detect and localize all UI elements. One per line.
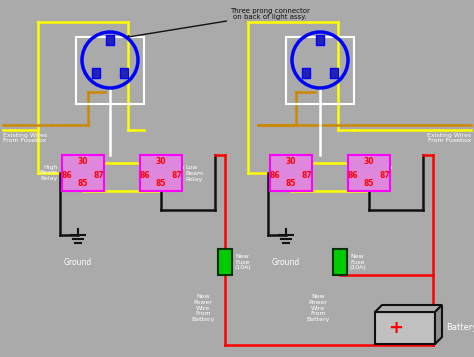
Text: Existing Wires
From Fusebox: Existing Wires From Fusebox [427, 132, 471, 144]
Text: High
Beam
Relay: High Beam Relay [40, 165, 58, 181]
Text: Three prong connector
on back of light assy.: Three prong connector on back of light a… [126, 7, 310, 38]
Bar [76, 37, 144, 104]
Bar [302, 68, 310, 78]
Bar [62, 155, 104, 191]
Text: 30: 30 [78, 157, 88, 166]
Text: Ground: Ground [64, 258, 92, 267]
Bar [316, 35, 324, 45]
Text: 85: 85 [156, 180, 166, 188]
Bar [270, 155, 312, 191]
Text: 30: 30 [364, 157, 374, 166]
Text: 87: 87 [172, 171, 182, 180]
Text: 85: 85 [364, 180, 374, 188]
Text: 86: 86 [140, 171, 150, 180]
Bar [92, 68, 100, 78]
Text: Ground: Ground [272, 258, 300, 267]
Text: New
Fuse
(10A): New Fuse (10A) [235, 254, 252, 270]
Text: New
Power
Wire
From
Battery: New Power Wire From Battery [191, 294, 215, 322]
Text: New
Power
Wire
From
Battery: New Power Wire From Battery [306, 294, 330, 322]
Text: Existing Wires
From Fusebox: Existing Wires From Fusebox [3, 132, 47, 144]
Text: 87: 87 [94, 171, 104, 180]
Bar [348, 155, 390, 191]
Bar [333, 249, 347, 275]
Text: 30: 30 [286, 157, 296, 166]
Text: Battery: Battery [446, 323, 474, 332]
Text: +: + [389, 319, 403, 337]
Bar [106, 35, 114, 45]
Text: New
Fuse
(10A): New Fuse (10A) [350, 254, 367, 270]
Text: 86: 86 [62, 171, 73, 180]
Text: 85: 85 [286, 180, 296, 188]
Bar [120, 68, 128, 78]
Bar [140, 155, 182, 191]
Bar [330, 68, 338, 78]
Text: Low
Beam
Relay: Low Beam Relay [185, 165, 203, 182]
Text: 87: 87 [301, 171, 312, 180]
Bar [218, 249, 232, 275]
Text: 30: 30 [156, 157, 166, 166]
Polygon shape [435, 305, 442, 344]
Text: 86: 86 [270, 171, 280, 180]
Text: 85: 85 [78, 180, 88, 188]
Bar [375, 312, 435, 344]
Bar [286, 37, 354, 104]
Text: 87: 87 [380, 171, 391, 180]
Polygon shape [375, 305, 442, 312]
Text: 86: 86 [348, 171, 358, 180]
